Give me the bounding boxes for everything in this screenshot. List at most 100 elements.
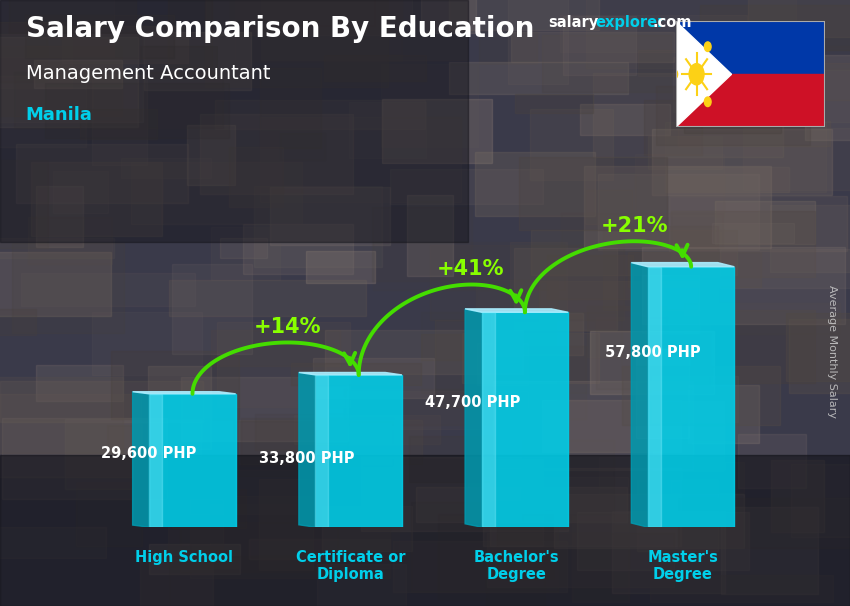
Bar bbox=[676, 21, 824, 74]
Bar bbox=[149, 544, 241, 574]
Bar bbox=[671, 211, 815, 277]
Bar bbox=[0, 33, 143, 122]
Bar bbox=[150, 394, 235, 527]
Bar bbox=[482, 312, 568, 527]
Bar bbox=[684, 304, 841, 334]
Text: +41%: +41% bbox=[437, 259, 505, 279]
Polygon shape bbox=[632, 262, 648, 527]
Bar bbox=[254, 187, 382, 267]
Bar bbox=[560, 15, 747, 52]
Bar bbox=[638, 50, 734, 76]
Text: Certificate or
Diploma: Certificate or Diploma bbox=[296, 550, 405, 582]
Polygon shape bbox=[632, 262, 734, 267]
Bar bbox=[790, 464, 850, 538]
Bar bbox=[0, 377, 122, 453]
Bar bbox=[372, 207, 472, 281]
Bar bbox=[748, 0, 850, 37]
Bar bbox=[260, 117, 462, 202]
Bar bbox=[261, 0, 468, 61]
Bar bbox=[522, 440, 614, 524]
Bar bbox=[485, 567, 546, 606]
Polygon shape bbox=[299, 373, 402, 375]
Bar bbox=[648, 267, 734, 527]
Bar bbox=[541, 399, 681, 452]
Bar bbox=[121, 158, 211, 178]
Bar bbox=[439, 514, 629, 599]
Bar bbox=[324, 55, 427, 81]
Bar bbox=[771, 460, 824, 532]
Bar bbox=[175, 470, 297, 514]
Bar bbox=[215, 100, 425, 129]
Bar bbox=[325, 330, 523, 375]
Bar bbox=[239, 419, 422, 464]
Bar bbox=[0, 251, 111, 316]
Bar bbox=[205, 0, 388, 87]
Bar bbox=[269, 187, 390, 245]
Text: explorer: explorer bbox=[595, 15, 665, 30]
Bar bbox=[76, 482, 142, 547]
Bar bbox=[421, 312, 622, 393]
Bar bbox=[519, 158, 666, 230]
Bar bbox=[643, 101, 702, 155]
Bar bbox=[107, 425, 180, 450]
Bar bbox=[484, 468, 681, 547]
Bar bbox=[234, 421, 400, 476]
Bar bbox=[688, 385, 759, 443]
Bar bbox=[716, 201, 815, 244]
Bar bbox=[554, 494, 744, 548]
Bar bbox=[131, 162, 303, 224]
Bar bbox=[241, 418, 394, 466]
Bar bbox=[28, 217, 112, 264]
Bar bbox=[678, 121, 830, 145]
Text: .com: .com bbox=[653, 15, 692, 30]
Bar bbox=[315, 375, 328, 527]
Bar bbox=[666, 167, 789, 192]
Bar bbox=[497, 510, 554, 579]
Bar bbox=[0, 76, 86, 147]
Bar bbox=[12, 244, 124, 333]
Text: salary: salary bbox=[548, 15, 598, 30]
Bar bbox=[586, 0, 796, 68]
Bar bbox=[169, 556, 315, 606]
Bar bbox=[81, 109, 157, 139]
Bar bbox=[649, 136, 722, 169]
Bar bbox=[409, 436, 497, 482]
Bar bbox=[36, 365, 123, 401]
Bar bbox=[321, 507, 412, 551]
Bar bbox=[531, 230, 737, 275]
Polygon shape bbox=[133, 391, 235, 394]
Bar bbox=[789, 319, 850, 393]
Bar bbox=[217, 322, 350, 407]
Bar bbox=[0, 395, 140, 477]
Bar bbox=[407, 195, 453, 276]
Text: +14%: +14% bbox=[254, 317, 321, 337]
Bar bbox=[167, 0, 212, 67]
Bar bbox=[25, 15, 174, 58]
Bar bbox=[0, 527, 106, 559]
Bar bbox=[0, 22, 72, 88]
Bar bbox=[507, 0, 568, 84]
Bar bbox=[317, 564, 405, 606]
Bar bbox=[259, 479, 313, 570]
Bar bbox=[661, 401, 723, 470]
Bar bbox=[700, 5, 850, 50]
Bar bbox=[656, 86, 810, 145]
Bar bbox=[739, 434, 806, 488]
Bar bbox=[235, 0, 402, 61]
Text: Master's
Degree: Master's Degree bbox=[648, 550, 718, 582]
Bar bbox=[572, 511, 629, 602]
Bar bbox=[596, 317, 710, 388]
Bar bbox=[593, 73, 783, 158]
Bar bbox=[421, 0, 476, 33]
Bar bbox=[734, 63, 850, 100]
Bar bbox=[249, 539, 389, 559]
Bar bbox=[0, 454, 850, 606]
Bar bbox=[732, 70, 850, 122]
Bar bbox=[393, 541, 567, 591]
Bar bbox=[511, 32, 673, 62]
Bar bbox=[487, 533, 674, 587]
Bar bbox=[482, 312, 495, 527]
Bar bbox=[684, 55, 781, 133]
Bar bbox=[643, 247, 845, 324]
Text: 29,600 PHP: 29,600 PHP bbox=[101, 447, 196, 461]
